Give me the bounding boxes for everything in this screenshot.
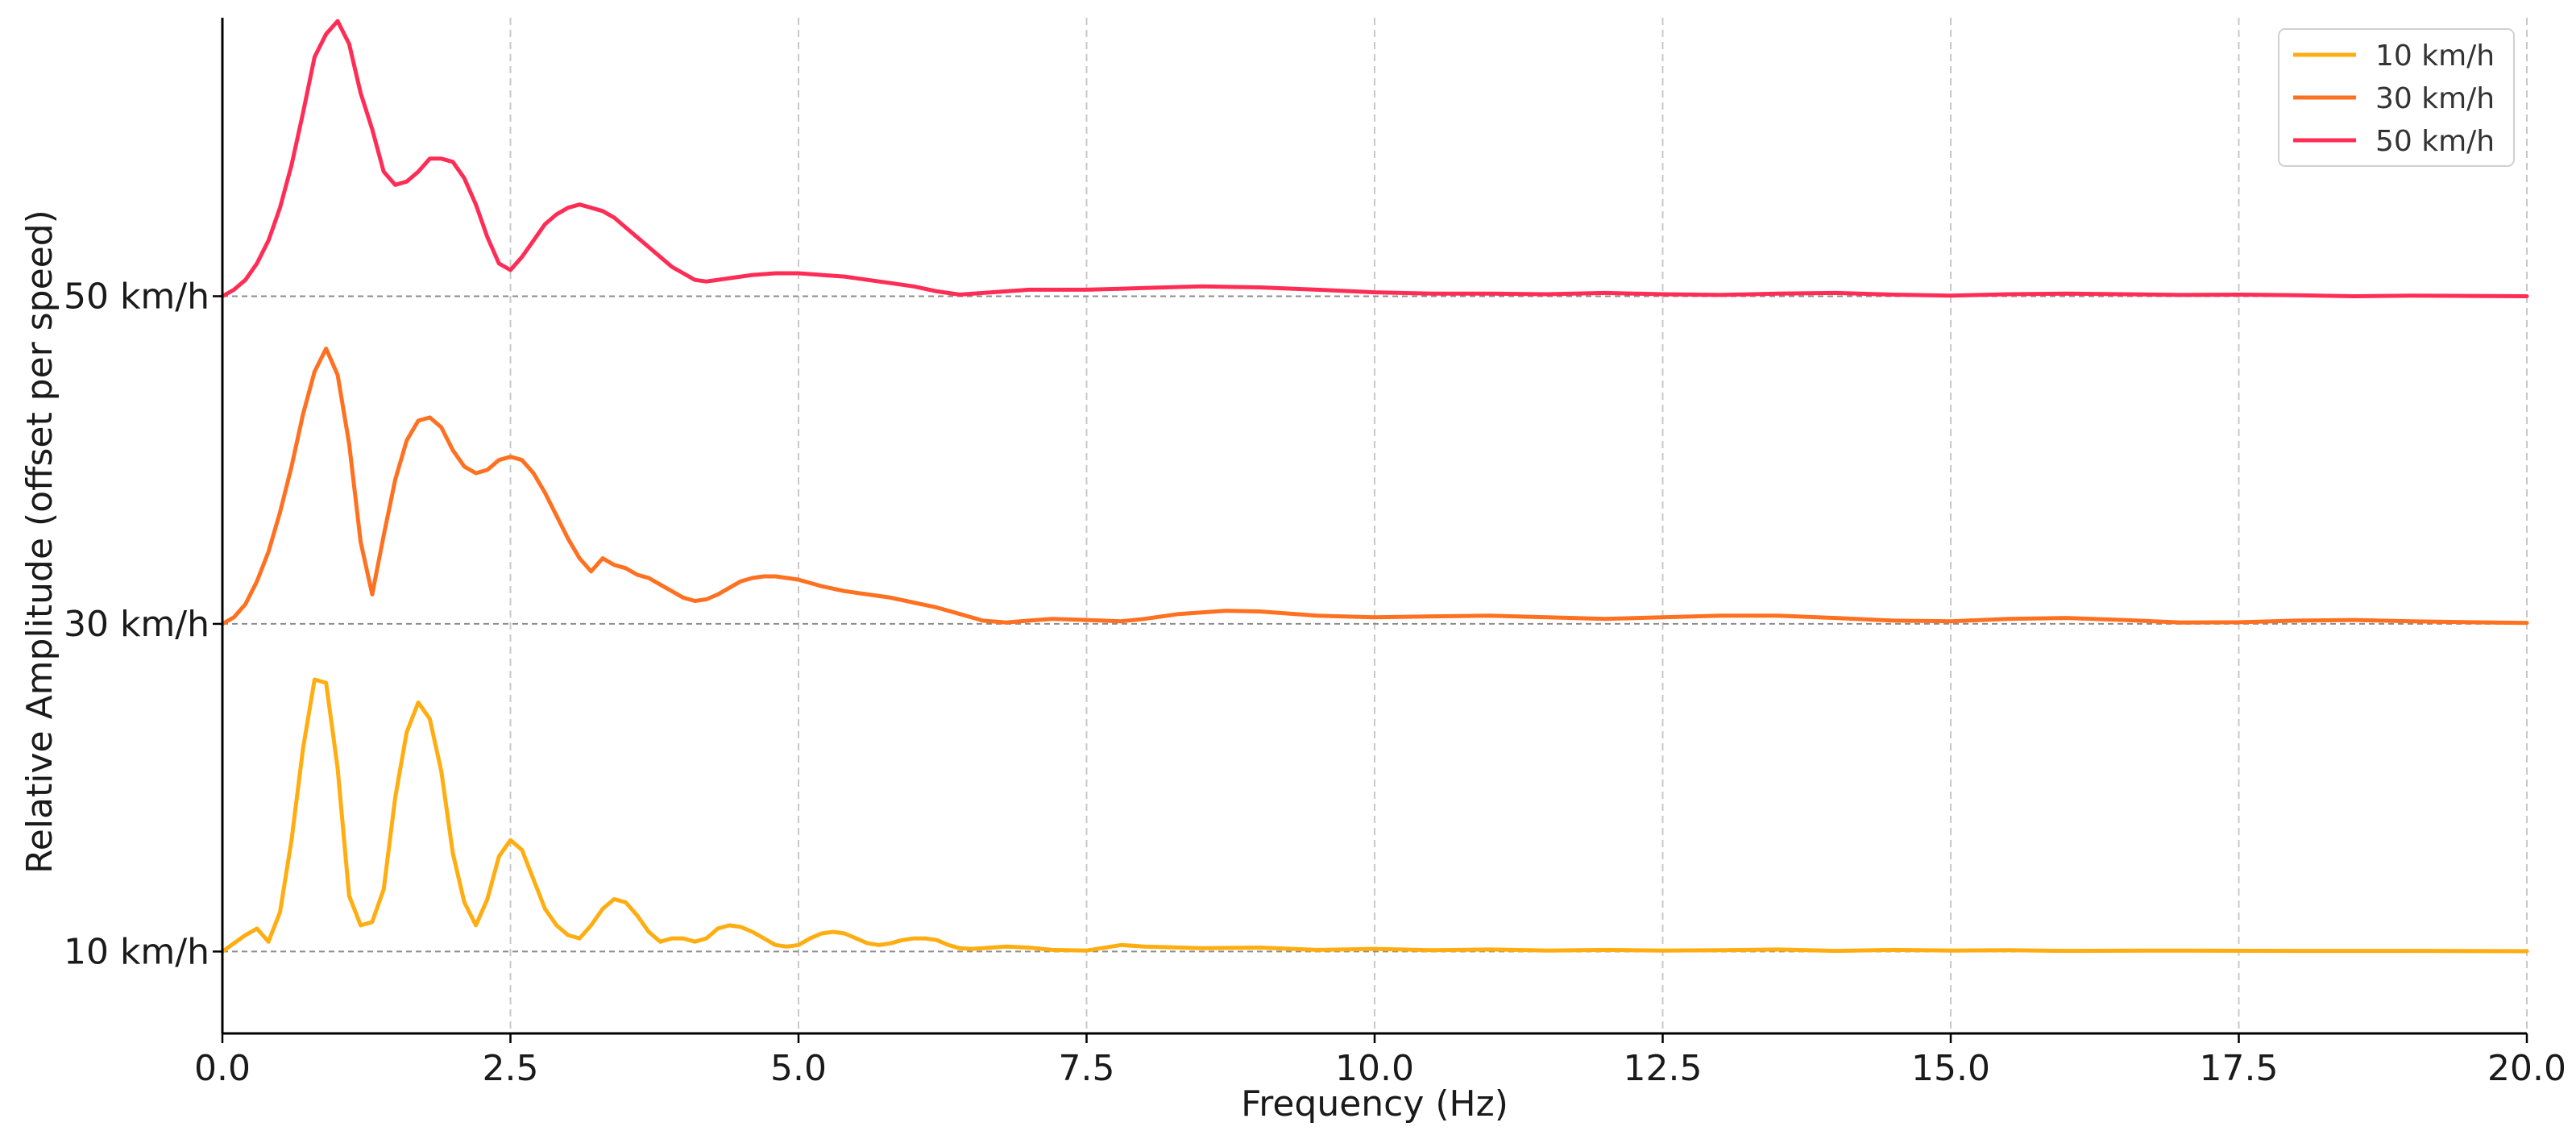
legend-label: 10 km/h xyxy=(2375,39,2495,73)
grid-layer xyxy=(509,18,2528,1033)
x-axis-title: Frequency (Hz) xyxy=(1241,1083,1508,1125)
x-tick-label: 15.0 xyxy=(1911,1048,1990,1089)
baseline-layer xyxy=(222,295,2527,953)
series-line-2 xyxy=(220,347,2529,626)
y-tick-label: 30 km/h xyxy=(64,604,209,645)
x-tick-label: 7.5 xyxy=(1059,1048,1115,1089)
y-tick-label: 10 km/h xyxy=(64,931,209,972)
y-tick-layer: 10 km/h 30 km/h 50 km/h xyxy=(64,276,222,972)
legend-frame xyxy=(2278,28,2515,167)
series-line-3 xyxy=(220,19,2529,298)
x-tick-label: 17.5 xyxy=(2200,1048,2279,1089)
x-tick-label: 5.0 xyxy=(770,1048,827,1089)
x-tick-label: 10.0 xyxy=(1335,1048,1414,1089)
series-line-1 xyxy=(220,677,2529,954)
legend-label: 30 km/h xyxy=(2375,82,2495,115)
y-tick-label: 50 km/h xyxy=(64,276,209,317)
x-tick-layer: 0.0 2.5 5.0 7.5 10.0 12.5 15.0 17.5 20.0 xyxy=(194,1033,2566,1089)
x-tick-label: 0.0 xyxy=(194,1048,251,1089)
x-tick-label: 12.5 xyxy=(1624,1048,1703,1089)
x-tick-label: 20.0 xyxy=(2487,1048,2566,1089)
y-axis-title: Relative Amplitude (offset per speed) xyxy=(19,210,60,874)
legend-label: 50 km/h xyxy=(2375,125,2495,158)
series-layer xyxy=(220,19,2529,954)
legend: 10 km/h 30 km/h 50 km/h xyxy=(2278,28,2515,167)
x-tick-label: 2.5 xyxy=(483,1048,539,1089)
